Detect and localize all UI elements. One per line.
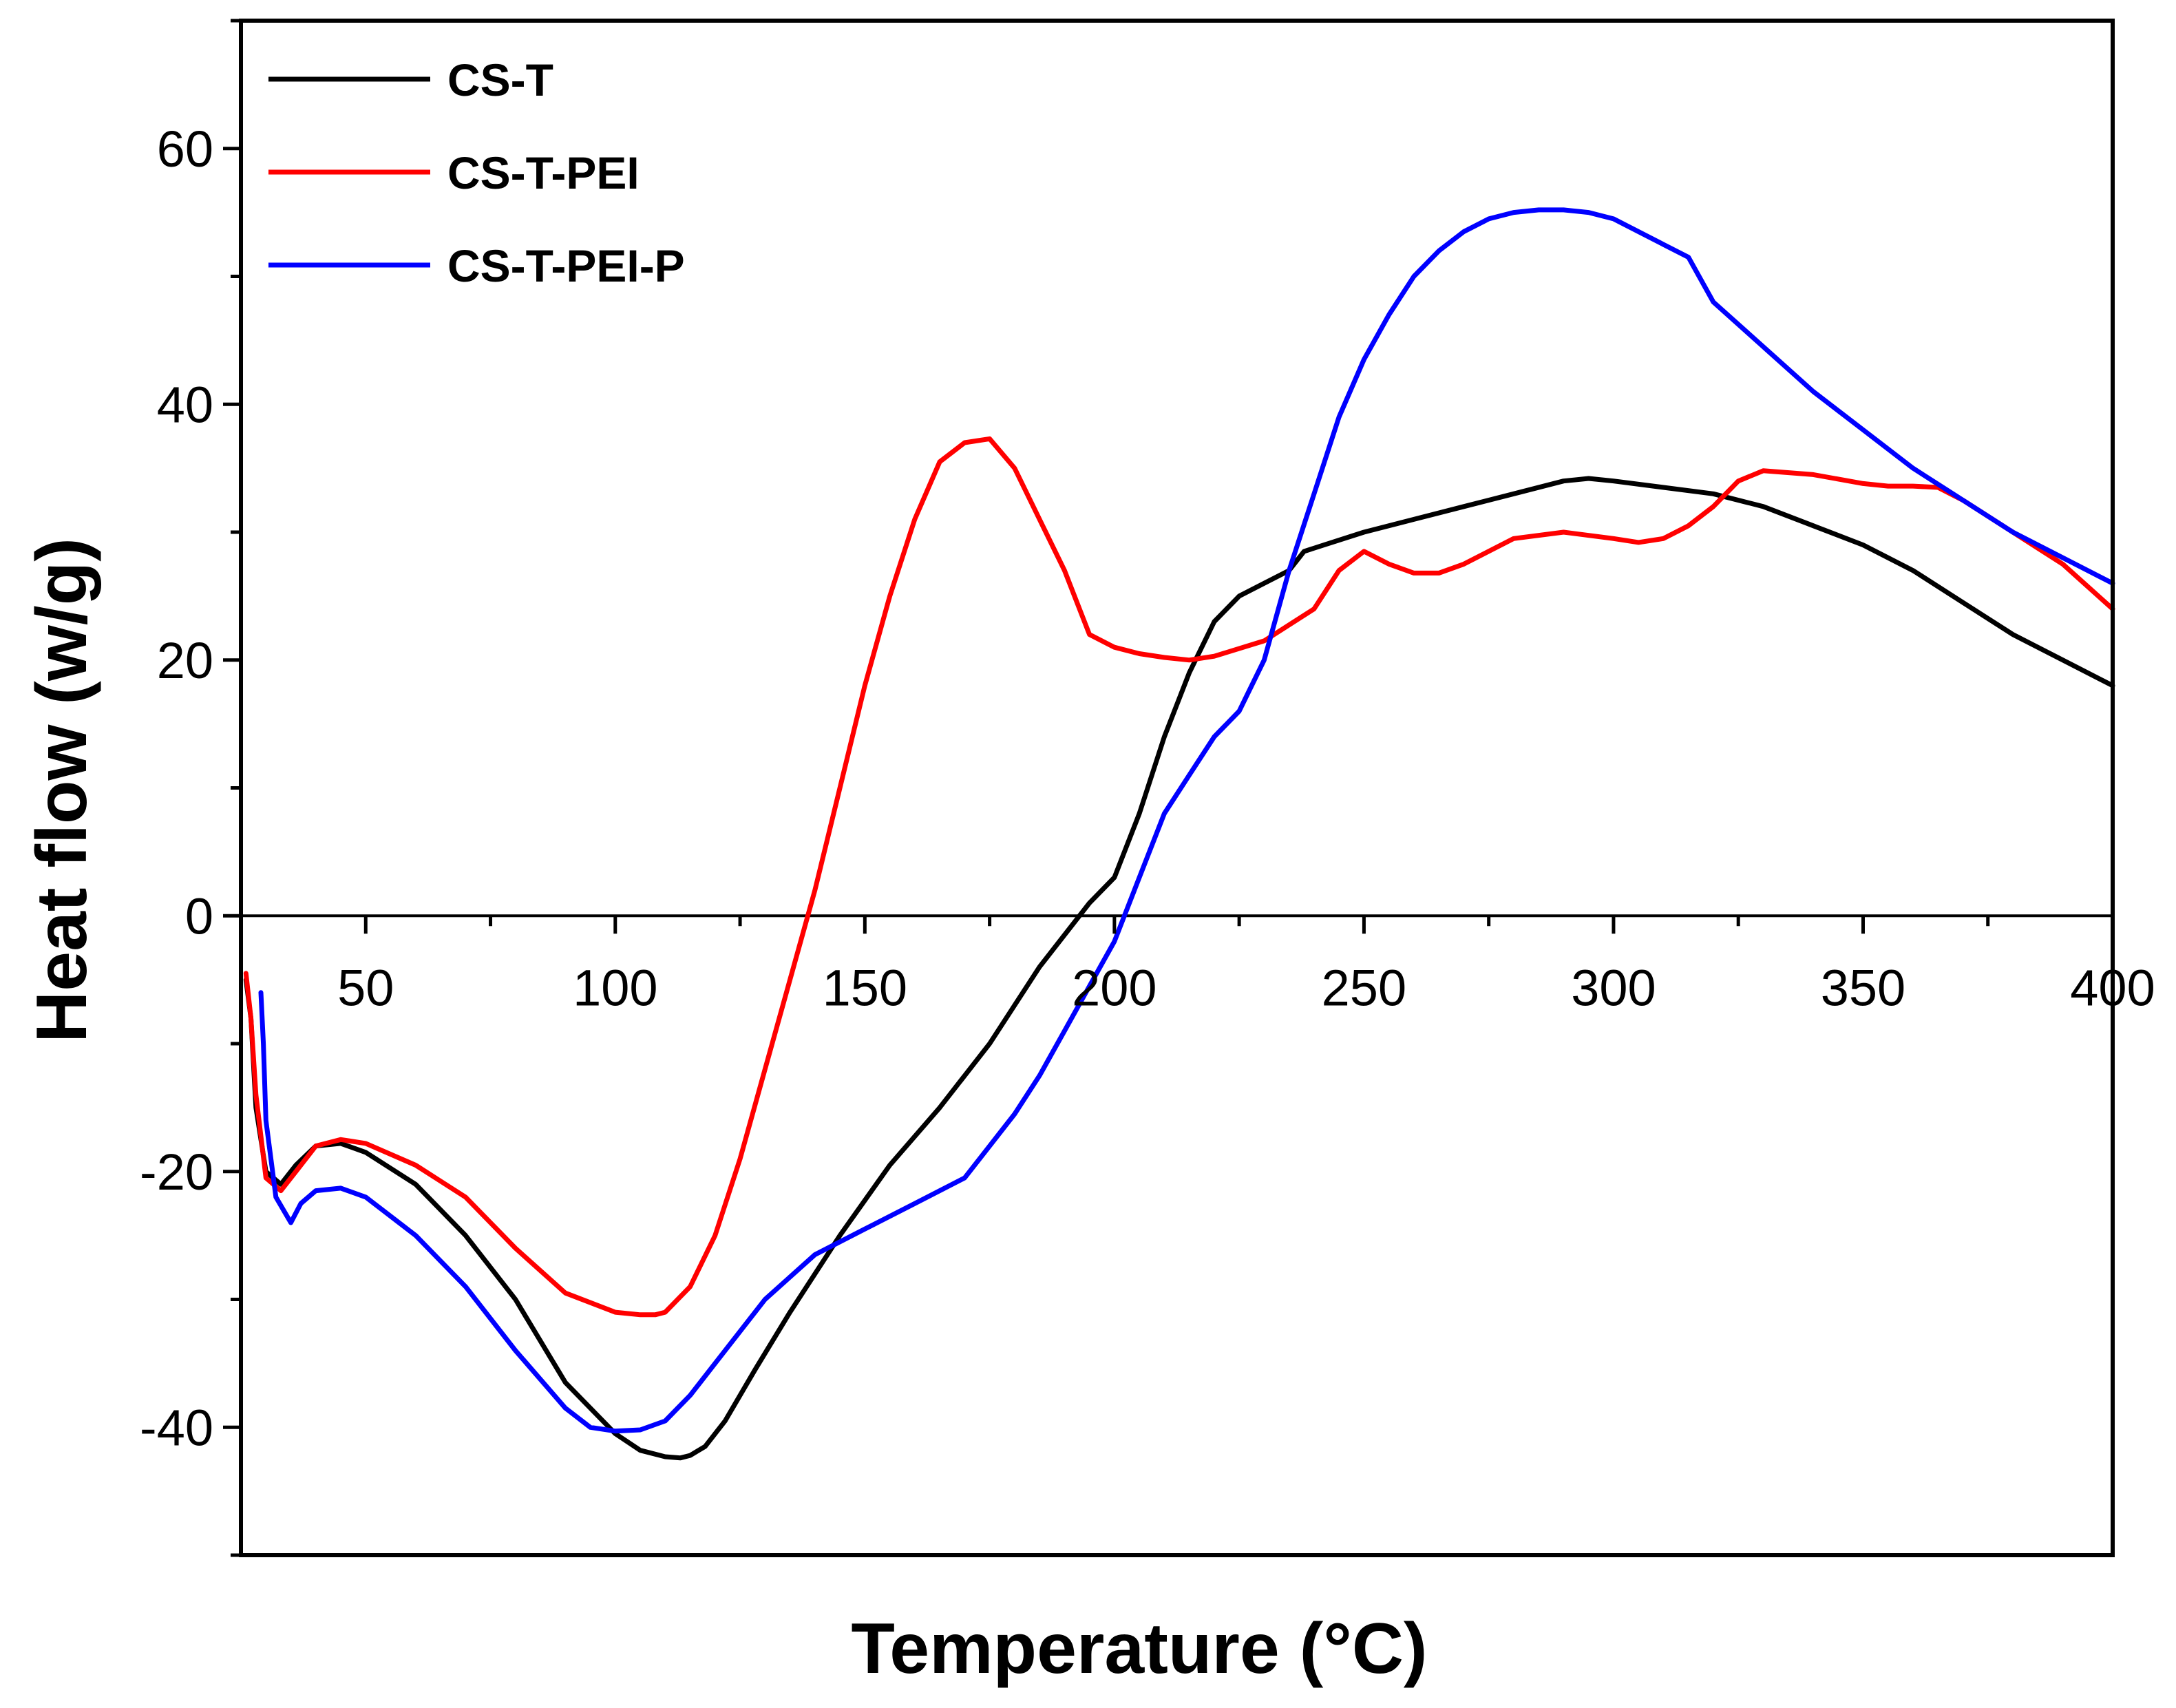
x-axis-title: Temperature (°C) — [851, 1609, 1427, 1689]
y-tick-label: 60 — [157, 120, 213, 178]
x-tick-label: 50 — [337, 959, 394, 1016]
y-tick-label: 0 — [185, 887, 213, 945]
series-line-2 — [243, 436, 2115, 1318]
series-line-3 — [258, 207, 2115, 1434]
legend: CS-T CS-T-PEI CS-T-PEI-P — [268, 54, 685, 291]
y-tick-label: 20 — [157, 632, 213, 689]
legend-label-3: CS-T-PEI-P — [447, 240, 685, 291]
legend-label-2: CS-T-PEI — [447, 147, 640, 198]
y-tick-label: 40 — [157, 376, 213, 433]
x-tick-label: 300 — [1571, 959, 1656, 1016]
x-tick-label: 250 — [1322, 959, 1406, 1016]
x-tick-label: 350 — [1821, 959, 1905, 1016]
x-tick-label: 100 — [573, 959, 657, 1016]
y-tick-label: -40 — [140, 1399, 213, 1456]
series-line-1 — [243, 476, 2115, 1461]
ticks-group — [223, 19, 2115, 1557]
y-axis-title: Heat flow (w/g) — [22, 538, 102, 1043]
legend-label-1: CS-T — [447, 54, 553, 105]
x-tick-label: 150 — [823, 959, 907, 1016]
y-tick-label: -20 — [140, 1143, 213, 1201]
x-tick-label: 200 — [1072, 959, 1156, 1016]
tick-labels-group: 50 100 150 200 250 300 350 400 -40 -20 0 20 40 60 — [140, 120, 2155, 1457]
x-tick-label: 400 — [2070, 959, 2155, 1016]
series-group — [243, 207, 2115, 1461]
